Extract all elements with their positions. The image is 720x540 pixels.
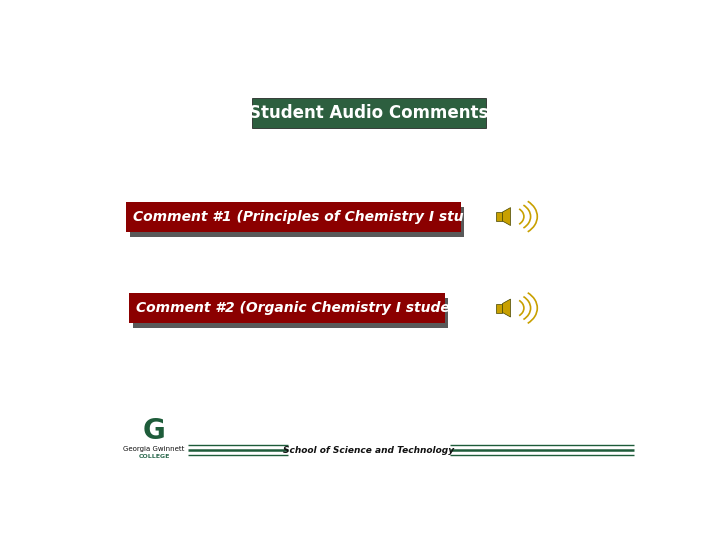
Text: G: G bbox=[143, 417, 166, 445]
FancyBboxPatch shape bbox=[497, 303, 503, 313]
Text: Comment #1 (Principles of Chemistry I student): Comment #1 (Principles of Chemistry I st… bbox=[133, 210, 505, 224]
Polygon shape bbox=[503, 299, 510, 317]
Text: Comment #2 (Organic Chemistry I student): Comment #2 (Organic Chemistry I student) bbox=[136, 301, 472, 315]
FancyBboxPatch shape bbox=[126, 201, 461, 232]
Text: School of Science and Technology: School of Science and Technology bbox=[284, 446, 454, 455]
FancyBboxPatch shape bbox=[132, 298, 448, 328]
Text: Student Audio Comments: Student Audio Comments bbox=[249, 104, 489, 122]
FancyBboxPatch shape bbox=[252, 98, 486, 127]
FancyBboxPatch shape bbox=[130, 207, 464, 237]
Text: Georgia Gwinnett: Georgia Gwinnett bbox=[124, 447, 185, 453]
Text: COLLEGE: COLLEGE bbox=[138, 454, 170, 460]
FancyBboxPatch shape bbox=[497, 212, 503, 221]
FancyBboxPatch shape bbox=[130, 293, 445, 323]
Polygon shape bbox=[503, 207, 510, 226]
